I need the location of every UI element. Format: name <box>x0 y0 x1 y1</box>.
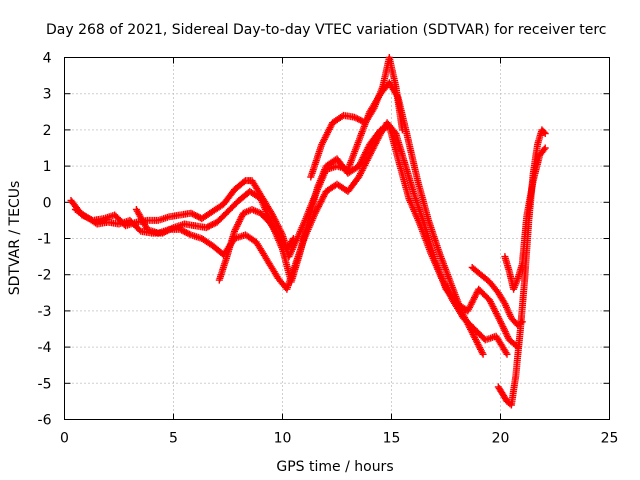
y-tick-label: 4 <box>43 51 52 67</box>
x-tick-label: 15 <box>383 431 401 447</box>
chart-title: Day 268 of 2021, Sidereal Day-to-day VTE… <box>46 22 606 38</box>
data-point <box>207 221 215 229</box>
x-tick-label: 5 <box>169 431 178 447</box>
data-point <box>503 350 511 358</box>
series-track-3 <box>132 119 522 351</box>
y-tick-label: -2 <box>38 268 52 284</box>
data-point <box>541 144 549 152</box>
data-point <box>497 318 504 326</box>
data-point <box>504 333 512 341</box>
data-point <box>189 210 196 218</box>
series-track-7 <box>494 126 549 409</box>
data-point <box>210 220 218 228</box>
data-point <box>185 230 193 238</box>
data-point <box>372 140 380 147</box>
data-point <box>502 329 510 337</box>
data-point <box>540 145 548 153</box>
series-track-5 <box>307 54 406 181</box>
x-tick-label: 10 <box>274 431 292 447</box>
data-point <box>237 214 245 222</box>
x-tick-label: 25 <box>601 431 619 447</box>
data-point <box>501 326 508 334</box>
data-point <box>350 113 358 121</box>
data-point <box>357 116 365 124</box>
data-point <box>178 226 186 234</box>
data-point <box>204 223 212 231</box>
y-tick-label: -6 <box>38 413 52 429</box>
data-point <box>289 235 297 242</box>
data-point <box>231 226 239 234</box>
data-point <box>179 227 187 235</box>
data-point <box>355 116 363 124</box>
data-point <box>502 349 510 357</box>
data-point <box>176 225 184 233</box>
data-point <box>499 323 507 331</box>
data-point <box>398 126 406 134</box>
data-point <box>479 350 487 358</box>
data-point <box>192 212 200 219</box>
x-tick-label: 0 <box>60 431 69 447</box>
data-point <box>184 229 192 237</box>
data-point <box>181 228 189 236</box>
y-tick-label: 2 <box>43 123 52 139</box>
x-axis-label: GPS time / hours <box>276 459 393 475</box>
data-point <box>472 337 480 345</box>
data-point <box>540 128 548 136</box>
data-point <box>289 236 296 244</box>
y-tick-label: -4 <box>38 340 52 356</box>
data-point <box>205 222 213 230</box>
data-point <box>236 216 244 224</box>
data-point <box>233 222 241 230</box>
x-tick-label: 20 <box>492 431 510 447</box>
series-track-8 <box>501 144 549 293</box>
y-axis-label: SDTVAR / TECUs <box>7 181 23 296</box>
axis-ticks: 0 5 10 15 20 25 -6 -5 -4 -3 -2 -1 0 1 2 3 4 <box>38 51 619 447</box>
data-point <box>202 224 210 232</box>
y-tick-label: -1 <box>38 232 52 248</box>
y-tick-label: -3 <box>38 304 52 320</box>
y-tick-label: 3 <box>43 87 52 103</box>
data-point <box>274 221 281 229</box>
data-point <box>354 115 362 123</box>
data-point <box>352 114 360 122</box>
data-point <box>498 321 506 329</box>
y-tick-label: 0 <box>43 195 52 211</box>
data-point <box>478 349 486 357</box>
data-point <box>541 130 549 137</box>
data-point <box>190 211 198 219</box>
y-tick-label: 1 <box>43 159 52 175</box>
series-track-4 <box>215 206 297 284</box>
y-tick-label: -5 <box>38 376 52 392</box>
data-point <box>235 219 242 227</box>
data-markers <box>67 54 549 409</box>
